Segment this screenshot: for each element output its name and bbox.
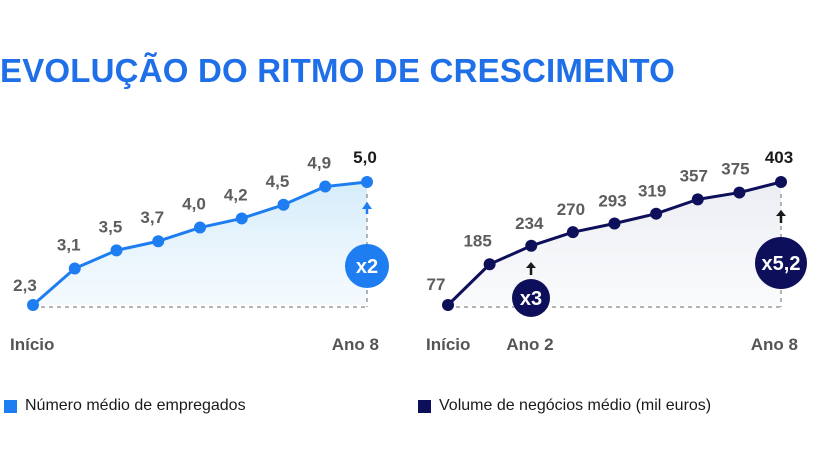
employees-chart: 2,3 3,1 3,5 3,7 4,0 4,2 4,5 4,9 5,0 Início Ano 8 x2 xyxy=(10,148,389,354)
legend-volume: Volume de negócios médio (mil euros) xyxy=(418,397,711,415)
employees-value-label: 3,7 xyxy=(140,208,164,227)
legend-employees: Número médio de empregados xyxy=(4,397,246,415)
volume-point xyxy=(442,299,454,311)
x52-badge xyxy=(755,237,807,289)
employees-area xyxy=(33,182,367,305)
volume-value-label: 185 xyxy=(463,231,491,250)
employees-point xyxy=(235,212,248,225)
volume-point xyxy=(775,176,787,188)
x52-arrow-head xyxy=(776,210,786,216)
employees-value-label: 2,3 xyxy=(13,276,37,295)
chart-title: EVOLUÇÃO DO RITMO DE CRESCIMENTO xyxy=(0,52,675,89)
employees-point xyxy=(277,198,290,211)
x-tick-label-start: Início xyxy=(10,335,54,354)
volume-value-label: 357 xyxy=(680,166,708,185)
legend-swatch-volume xyxy=(418,399,431,413)
volume-value-label: 77 xyxy=(427,275,446,294)
volume-value-label: 293 xyxy=(598,192,626,211)
volume-value-label: 375 xyxy=(721,160,749,179)
x-tick-label-mid: Ano 2 xyxy=(506,335,553,354)
x2-badge-label: x2 xyxy=(356,256,378,278)
employees-point xyxy=(27,299,39,311)
x-tick-label-end: Ano 8 xyxy=(751,335,798,354)
legend-label-employees: Número médio de empregados xyxy=(25,397,246,414)
volume-point xyxy=(608,217,621,230)
x3-badge-label: x3 xyxy=(520,288,542,310)
employees-point xyxy=(319,180,332,193)
volume-value-label: 270 xyxy=(557,200,585,219)
x-tick-label-end: Ano 8 xyxy=(332,335,379,354)
employees-point xyxy=(68,262,81,275)
employees-point xyxy=(110,244,123,257)
legend-swatch-employees xyxy=(4,399,17,413)
volume-value-label: 319 xyxy=(638,182,666,201)
employees-value-label: 3,5 xyxy=(99,217,123,236)
volume-point xyxy=(650,207,663,220)
volume-point xyxy=(525,239,538,252)
x-tick-label-start: Início xyxy=(426,335,470,354)
x2-arrow-head xyxy=(362,202,372,209)
x3-badge xyxy=(512,279,550,317)
legend-label-volume: Volume de negócios médio (mil euros) xyxy=(439,397,712,414)
volume-value-label: 403 xyxy=(765,148,793,167)
employees-point xyxy=(194,221,206,234)
x52-badge-label: x5,2 xyxy=(762,253,801,275)
x3-arrow-head xyxy=(526,262,536,268)
employees-value-label: 3,1 xyxy=(57,236,81,255)
employees-value-label: 5,0 xyxy=(353,148,377,167)
volume-value-label: 234 xyxy=(515,214,544,233)
employees-value-label: 4,9 xyxy=(307,154,331,173)
volume-point xyxy=(733,186,746,199)
employees-point xyxy=(361,176,373,188)
x2-badge xyxy=(345,244,389,288)
volume-point xyxy=(483,258,496,271)
employees-value-label: 4,5 xyxy=(266,172,290,191)
volume-point xyxy=(566,226,579,239)
volume-point xyxy=(691,193,704,206)
employees-point xyxy=(152,235,165,248)
employees-value-label: 4,0 xyxy=(182,195,206,214)
employees-value-label: 4,2 xyxy=(224,185,248,204)
volume-chart: 77 185 234 270 293 319 357 375 403 Início Ano 2 Ano… xyxy=(426,148,807,354)
